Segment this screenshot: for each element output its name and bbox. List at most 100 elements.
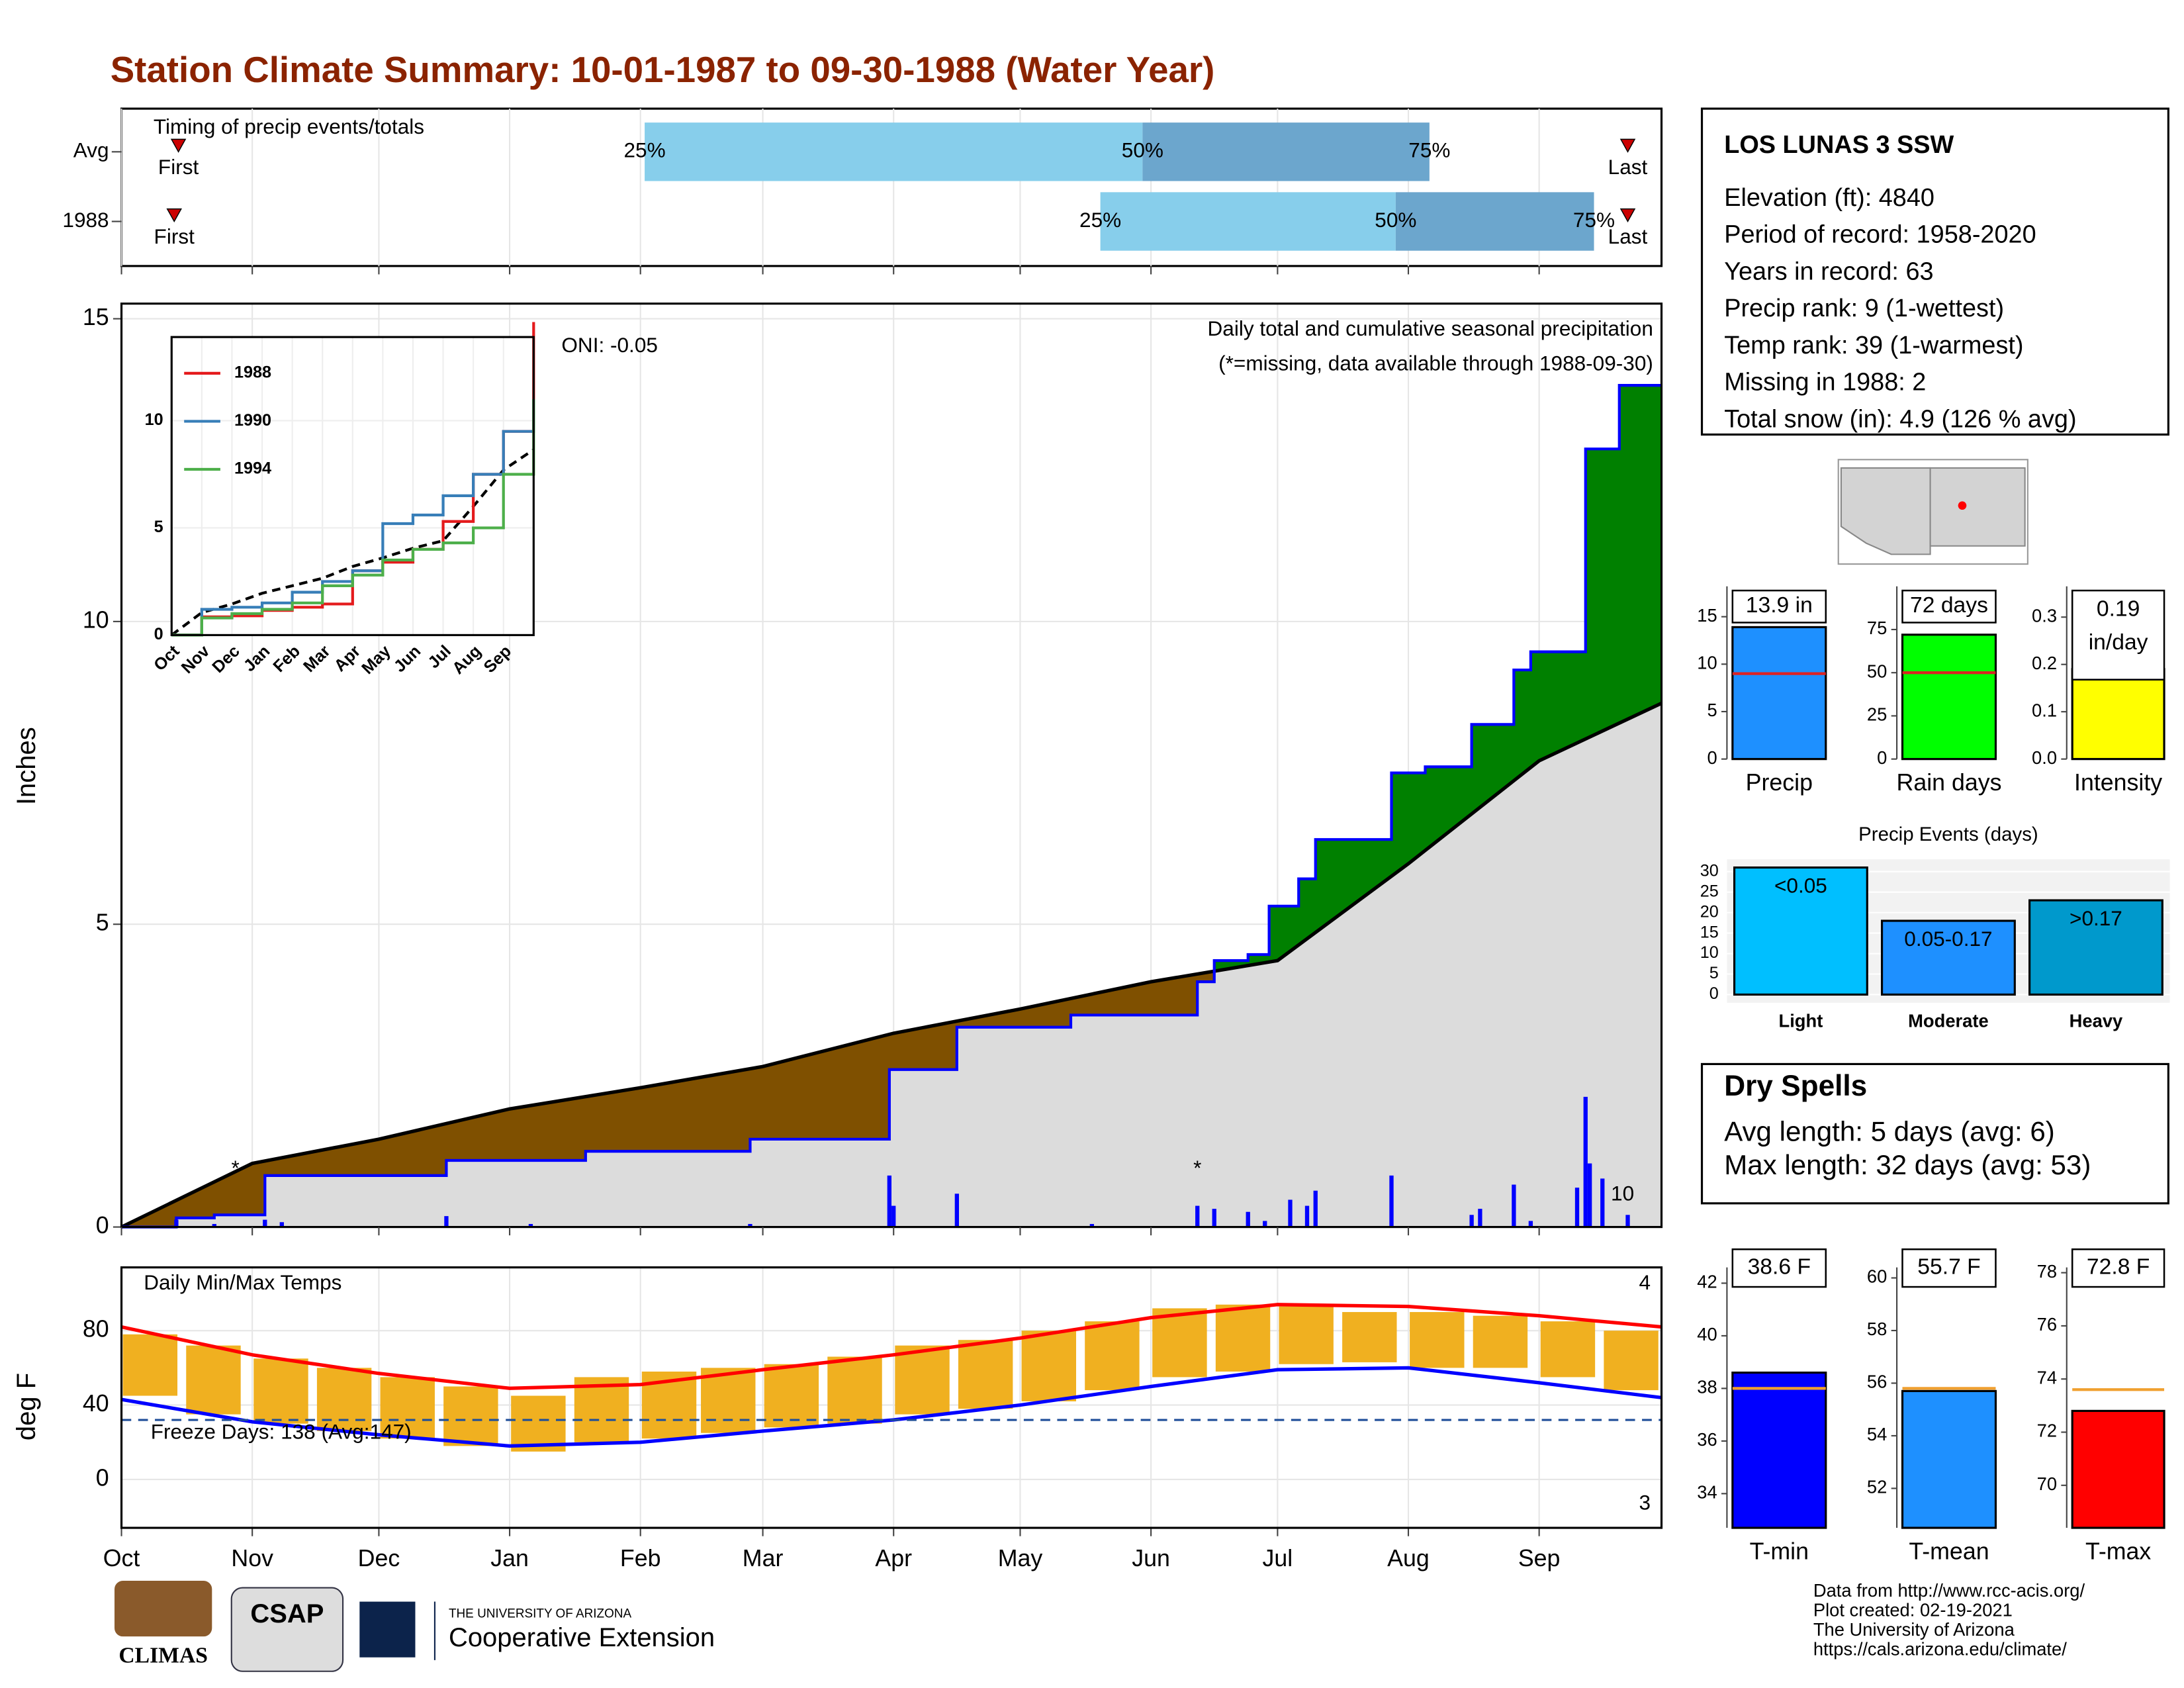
y-tick-label: 60 xyxy=(1867,1266,1887,1287)
x-tick-label: May xyxy=(998,1545,1043,1571)
summary-bar xyxy=(1901,1389,1997,1529)
temp-bar xyxy=(122,1334,178,1396)
timing-marker xyxy=(1619,138,1636,153)
temp-bar xyxy=(1279,1306,1334,1364)
daily-bar xyxy=(1246,1211,1250,1227)
daily-bar xyxy=(528,1224,533,1227)
temp-bar xyxy=(443,1386,498,1446)
missing-mark: * xyxy=(1193,1156,1201,1180)
x-tick-label: Mar xyxy=(743,1545,784,1571)
y-tick-label: 50 xyxy=(1867,661,1887,681)
station-frame xyxy=(1700,107,2169,436)
timing-marker xyxy=(166,208,183,223)
daily-bar xyxy=(1389,1175,1394,1227)
y-tick-label: 38 xyxy=(1697,1377,1717,1397)
daily-bar xyxy=(174,1219,179,1227)
x-tick-label: Oct xyxy=(103,1545,140,1571)
y-tick-label: 10 xyxy=(83,606,109,633)
temp-bar xyxy=(511,1395,566,1452)
x-tick-label: Nov xyxy=(231,1545,273,1571)
legend-label: 1990 xyxy=(234,411,271,430)
timing-marker xyxy=(1619,208,1636,223)
logo-text: CSAP xyxy=(250,1599,324,1628)
value-box xyxy=(1731,1248,1827,1288)
y-tick-label: 75 xyxy=(1867,618,1887,638)
daily-bar xyxy=(279,1222,284,1227)
x-axis-label: T-min xyxy=(1750,1538,1809,1564)
y-tick-label: 74 xyxy=(2037,1367,2057,1387)
daily-bar xyxy=(1583,1096,1588,1227)
temp-bar xyxy=(1410,1312,1465,1368)
normal-max xyxy=(120,1303,1662,1390)
y-tick-label: 76 xyxy=(2037,1314,2057,1335)
base-area xyxy=(121,385,1662,1227)
quartile-label: 50% xyxy=(1375,208,1416,232)
daily-bar xyxy=(1528,1221,1533,1227)
y-tick-label: 5 xyxy=(96,910,109,936)
daily-bar xyxy=(1263,1221,1267,1227)
y-tick-label: 36 xyxy=(1697,1429,1717,1450)
temp-bar xyxy=(958,1340,1013,1409)
y-tick-label: 30 xyxy=(1700,861,1719,880)
temp-bar xyxy=(574,1377,629,1442)
x-axis-label: T-mean xyxy=(1909,1538,1989,1564)
quartile-bar xyxy=(645,122,1143,181)
locator-map xyxy=(1837,459,2028,565)
y-tick-label: 54 xyxy=(1867,1424,1887,1444)
quartile-bar xyxy=(1142,122,1430,181)
station-line: Total snow (in): 4.9 (126 % avg) xyxy=(1724,405,2076,433)
bin-label: >0.17 xyxy=(2070,906,2122,930)
logo-shape xyxy=(230,1587,344,1672)
daily-bar xyxy=(212,1224,216,1227)
logo-shape xyxy=(114,1580,212,1637)
y-tick-label: 78 xyxy=(2037,1261,2057,1282)
x-tick-label: Feb xyxy=(620,1545,661,1571)
low-count: 3 xyxy=(1639,1491,1651,1515)
daily-bar xyxy=(1288,1199,1293,1227)
credit-line: https://cals.arizona.edu/climate/ xyxy=(1813,1638,2067,1659)
y-axis-label: Inches xyxy=(12,727,41,805)
x-tick-label: Jul xyxy=(1263,1545,1293,1571)
daily-bar xyxy=(1625,1215,1630,1227)
y-tick-label: 0 xyxy=(1709,984,1719,1003)
station-name: LOS LUNAS 3 SSW xyxy=(1724,131,1954,159)
observed-line xyxy=(121,384,1662,1229)
daily-bar xyxy=(1304,1205,1310,1227)
value-label: 38.6 F xyxy=(1748,1255,1811,1280)
daily-bar xyxy=(1512,1184,1516,1227)
value-label: 13.9 in xyxy=(1746,593,1813,618)
timing-marker xyxy=(170,138,187,153)
y-tick-label: 34 xyxy=(1697,1482,1717,1503)
page-title: Station Climate Summary: 10-01-1987 to 0… xyxy=(111,49,1215,90)
event-bar xyxy=(1733,866,1868,996)
x-axis-label: Precip xyxy=(1746,769,1813,796)
series-line xyxy=(171,399,535,637)
y-tick-label: 72 xyxy=(2037,1421,2057,1441)
x-tick-label: Aug xyxy=(1387,1545,1430,1571)
summary-bar xyxy=(2071,668,2165,761)
legend-label: 1988 xyxy=(234,363,271,382)
credit-line: Data from http://www.rcc-acis.org/ xyxy=(1813,1580,2085,1601)
y-tick-label: 15 xyxy=(83,304,109,330)
temp-bar xyxy=(764,1364,819,1428)
daily-bar xyxy=(1212,1209,1216,1227)
summary-bar xyxy=(1731,1371,1827,1529)
missing-mark: * xyxy=(232,1156,240,1180)
quartile-label: 25% xyxy=(1079,208,1121,232)
daily-bar xyxy=(1313,1190,1318,1227)
summary-bar xyxy=(2071,1409,2165,1529)
panel-title: Timing of precip events/totals xyxy=(154,115,424,138)
chart-subtitle: (*=missing, data available through 1988-… xyxy=(1218,352,1653,375)
y-tick-label: 0 xyxy=(1877,747,1887,768)
value-label: 0.19 xyxy=(2097,596,2140,621)
timing-label: First xyxy=(154,224,195,248)
frame xyxy=(170,336,535,636)
temp-bar xyxy=(1540,1321,1596,1378)
value-box xyxy=(1901,1248,1997,1288)
temp-bar xyxy=(895,1345,950,1415)
quartile-label: 25% xyxy=(624,138,666,162)
y-axis-label: deg F xyxy=(12,1373,41,1440)
y-tick-label: 0 xyxy=(96,1464,109,1491)
logo-text: CLIMAS xyxy=(118,1643,208,1667)
y-tick-label: 5 xyxy=(154,518,163,536)
